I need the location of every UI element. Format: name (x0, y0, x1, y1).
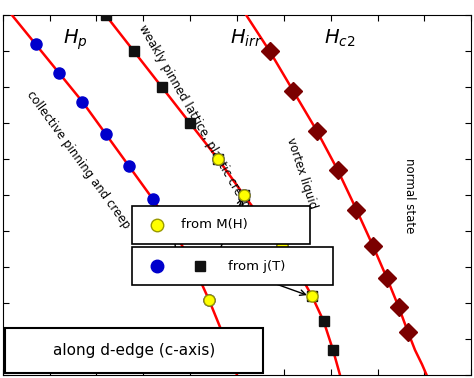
Text: $H_{c2}$: $H_{c2}$ (324, 28, 356, 49)
Text: $H_{irr}$: $H_{irr}$ (230, 28, 263, 49)
FancyBboxPatch shape (132, 206, 310, 244)
FancyBboxPatch shape (132, 248, 333, 285)
Text: normal state: normal state (403, 158, 416, 233)
Text: weakly pinned lattice, plastic creep: weakly pinned lattice, plastic creep (137, 22, 253, 210)
Text: from M(H): from M(H) (181, 218, 247, 231)
Text: collective pinning and creep: collective pinning and creep (24, 88, 133, 231)
Text: vortex liquid: vortex liquid (284, 136, 319, 211)
FancyBboxPatch shape (5, 328, 263, 373)
Text: $H_p$: $H_p$ (63, 28, 88, 53)
Text: along d-edge (c-axis): along d-edge (c-axis) (53, 344, 215, 358)
Text: from j(T): from j(T) (228, 260, 285, 273)
